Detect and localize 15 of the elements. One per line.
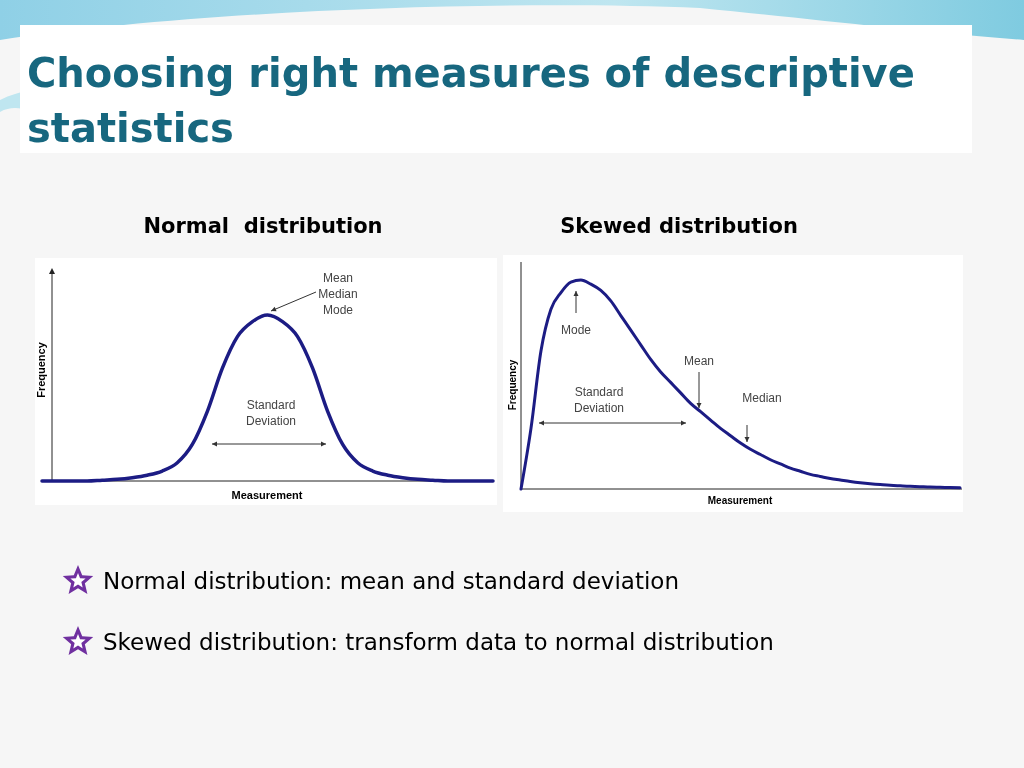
annotation: Median xyxy=(742,391,782,405)
annotation: Mode xyxy=(560,323,592,337)
annotation: Standard Deviation xyxy=(245,398,297,428)
annotation: Mean xyxy=(683,354,715,368)
text: Normal distribution: mean and standard deviation xyxy=(103,568,680,594)
x-axis-title: Measurement xyxy=(707,495,773,506)
text: Skewed distribution: transform data to normal distribution xyxy=(103,629,774,655)
annotation: Standard Deviation xyxy=(573,385,625,415)
chart-title: Normal distribution xyxy=(143,214,383,238)
text: Choosing right measures of descriptive statistics xyxy=(27,50,915,151)
chart-title: Skewed distribution xyxy=(560,214,798,238)
y-axis-title: Frequency xyxy=(507,359,518,411)
annotation: Mean Median Mode xyxy=(318,271,358,317)
y-axis-title: Frequency xyxy=(35,341,47,398)
x-axis-title: Measurement xyxy=(231,489,303,501)
